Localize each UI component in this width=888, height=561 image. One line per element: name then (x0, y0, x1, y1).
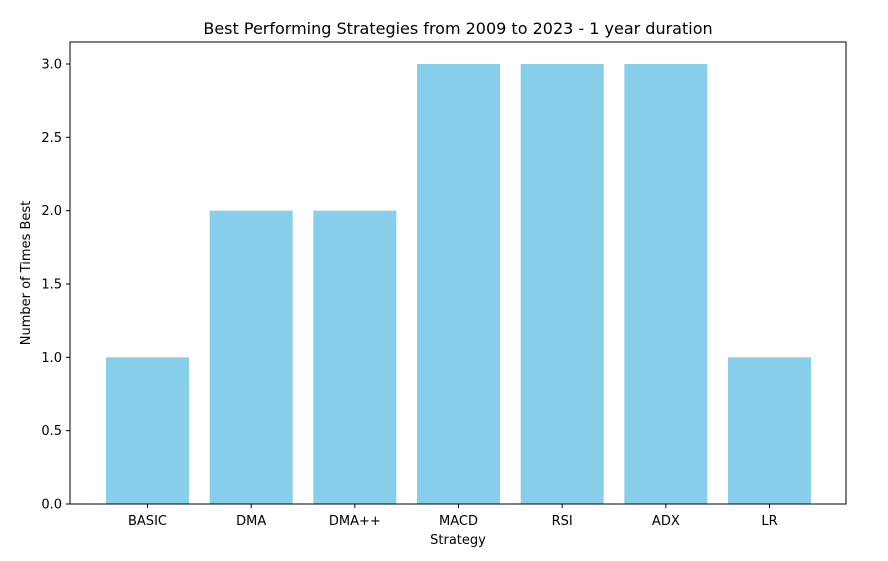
x-tick-label: BASIC (128, 514, 167, 529)
y-tick-label: 1.0 (41, 351, 62, 366)
x-axis-label: Strategy (430, 533, 486, 548)
y-tick-label: 1.5 (41, 278, 62, 293)
bar-lr (728, 357, 811, 504)
x-tick-label: MACD (439, 514, 478, 529)
y-axis-ticks: 0.0 0.5 1.0 1.5 2.0 2.5 3.0 (41, 58, 70, 513)
bar-rsi (520, 64, 604, 504)
y-tick-label: 0.5 (41, 424, 62, 439)
x-tick-label: DMA (236, 514, 266, 529)
bar-adx (624, 64, 708, 504)
bar-macd (417, 64, 500, 504)
y-tick-label: 0.0 (41, 498, 62, 513)
y-tick-label: 3.0 (41, 58, 62, 73)
bar-dma (209, 210, 293, 504)
chart-title: Best Performing Strategies from 2009 to … (203, 19, 712, 38)
x-tick-label: RSI (552, 514, 573, 529)
x-axis-ticks: BASIC DMA DMA++ MACD RSI ADX LR (128, 504, 778, 529)
bar-basic (106, 357, 189, 504)
x-tick-label: DMA++ (329, 514, 381, 529)
y-tick-label: 2.0 (41, 204, 62, 219)
y-tick-label: 2.5 (41, 131, 62, 146)
x-tick-label: LR (761, 514, 777, 529)
bars-group (106, 64, 811, 504)
x-tick-label: ADX (652, 514, 680, 529)
bar-dmaplusplus (313, 210, 397, 504)
plot-area-frame (69, 41, 847, 505)
y-axis-label: Number of Times Best (19, 201, 34, 346)
